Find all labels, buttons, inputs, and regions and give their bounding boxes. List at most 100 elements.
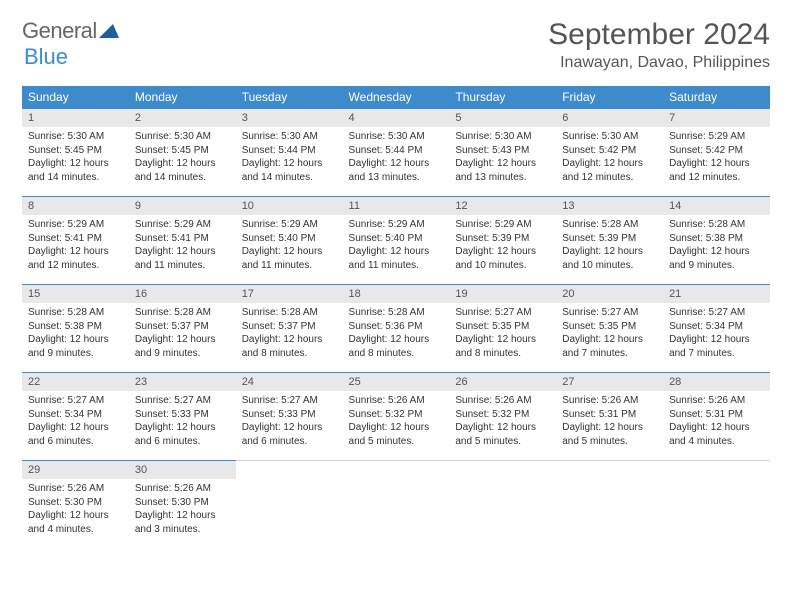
daylight-line2: and 7 minutes. bbox=[562, 347, 657, 361]
daylight-line2: and 13 minutes. bbox=[455, 171, 550, 185]
sunset: Sunset: 5:31 PM bbox=[669, 408, 764, 422]
daylight-line2: and 11 minutes. bbox=[242, 259, 337, 273]
daylight-line2: and 9 minutes. bbox=[669, 259, 764, 273]
content-row: Sunrise: 5:27 AMSunset: 5:34 PMDaylight:… bbox=[22, 391, 770, 461]
location: Inawayan, Davao, Philippines bbox=[548, 54, 770, 72]
sunset: Sunset: 5:32 PM bbox=[455, 408, 550, 422]
day-number: 24 bbox=[236, 373, 343, 392]
empty-cell bbox=[343, 479, 450, 548]
header-tuesday: Tuesday bbox=[236, 86, 343, 109]
day-number: 30 bbox=[129, 461, 236, 480]
sunrise: Sunrise: 5:26 AM bbox=[669, 394, 764, 408]
day-number: 5 bbox=[449, 109, 556, 128]
day-number: 2 bbox=[129, 109, 236, 128]
content-row: Sunrise: 5:29 AMSunset: 5:41 PMDaylight:… bbox=[22, 215, 770, 285]
day-cell: Sunrise: 5:26 AMSunset: 5:31 PMDaylight:… bbox=[556, 391, 663, 461]
sunset: Sunset: 5:35 PM bbox=[455, 320, 550, 334]
sunset: Sunset: 5:39 PM bbox=[562, 232, 657, 246]
header-thursday: Thursday bbox=[449, 86, 556, 109]
day-number: 12 bbox=[449, 197, 556, 216]
day-cell: Sunrise: 5:29 AMSunset: 5:41 PMDaylight:… bbox=[22, 215, 129, 285]
day-cell: Sunrise: 5:30 AMSunset: 5:42 PMDaylight:… bbox=[556, 127, 663, 197]
daylight-line2: and 5 minutes. bbox=[349, 435, 444, 449]
daylight-line2: and 12 minutes. bbox=[562, 171, 657, 185]
empty-cell bbox=[663, 479, 770, 548]
daylight-line1: Daylight: 12 hours bbox=[562, 333, 657, 347]
sunset: Sunset: 5:34 PM bbox=[669, 320, 764, 334]
daynum-row: 891011121314 bbox=[22, 197, 770, 216]
daylight-line1: Daylight: 12 hours bbox=[28, 245, 123, 259]
day-cell: Sunrise: 5:29 AMSunset: 5:41 PMDaylight:… bbox=[129, 215, 236, 285]
daylight-line1: Daylight: 12 hours bbox=[28, 509, 123, 523]
logo: General Blue bbox=[22, 18, 119, 70]
daylight-line1: Daylight: 12 hours bbox=[562, 421, 657, 435]
daylight-line1: Daylight: 12 hours bbox=[455, 245, 550, 259]
day-number: 27 bbox=[556, 373, 663, 392]
daylight-line2: and 3 minutes. bbox=[135, 523, 230, 537]
sunset: Sunset: 5:38 PM bbox=[669, 232, 764, 246]
day-number: 29 bbox=[22, 461, 129, 480]
empty-daynum bbox=[663, 461, 770, 480]
day-cell: Sunrise: 5:29 AMSunset: 5:42 PMDaylight:… bbox=[663, 127, 770, 197]
day-number: 21 bbox=[663, 285, 770, 304]
sunrise: Sunrise: 5:29 AM bbox=[669, 130, 764, 144]
daylight-line1: Daylight: 12 hours bbox=[669, 421, 764, 435]
daylight-line1: Daylight: 12 hours bbox=[28, 421, 123, 435]
sunset: Sunset: 5:41 PM bbox=[135, 232, 230, 246]
day-number: 26 bbox=[449, 373, 556, 392]
sunset: Sunset: 5:44 PM bbox=[349, 144, 444, 158]
sunset: Sunset: 5:33 PM bbox=[135, 408, 230, 422]
header-monday: Monday bbox=[129, 86, 236, 109]
page-title: September 2024 bbox=[548, 18, 770, 52]
daylight-line2: and 6 minutes. bbox=[28, 435, 123, 449]
daynum-row: 2930 bbox=[22, 461, 770, 480]
sunrise: Sunrise: 5:26 AM bbox=[562, 394, 657, 408]
daylight-line1: Daylight: 12 hours bbox=[135, 245, 230, 259]
daylight-line1: Daylight: 12 hours bbox=[349, 333, 444, 347]
daylight-line2: and 4 minutes. bbox=[669, 435, 764, 449]
sunrise: Sunrise: 5:28 AM bbox=[28, 306, 123, 320]
sunrise: Sunrise: 5:28 AM bbox=[562, 218, 657, 232]
daylight-line1: Daylight: 12 hours bbox=[135, 333, 230, 347]
logo-blue: Blue bbox=[24, 44, 68, 69]
daylight-line2: and 8 minutes. bbox=[349, 347, 444, 361]
daylight-line1: Daylight: 12 hours bbox=[455, 421, 550, 435]
content-row: Sunrise: 5:30 AMSunset: 5:45 PM Daylight:… bbox=[22, 127, 770, 197]
sunset: Sunset: 5:32 PM bbox=[349, 408, 444, 422]
header-wednesday: Wednesday bbox=[343, 86, 450, 109]
daylight-line2: and 12 minutes. bbox=[669, 171, 764, 185]
day-number: 28 bbox=[663, 373, 770, 392]
daylight-line1: Daylight: 12 hours bbox=[135, 421, 230, 435]
day-cell: Sunrise: 5:29 AMSunset: 5:40 PMDaylight:… bbox=[343, 215, 450, 285]
content-row: Sunrise: 5:26 AMSunset: 5:30 PMDaylight:… bbox=[22, 479, 770, 548]
sunset: Sunset: 5:40 PM bbox=[242, 232, 337, 246]
daylight-line2: and 5 minutes. bbox=[455, 435, 550, 449]
daylight-line1: Daylight: 12 hours bbox=[669, 245, 764, 259]
day-cell: Sunrise: 5:26 AMSunset: 5:31 PMDaylight:… bbox=[663, 391, 770, 461]
sunrise: Sunrise: 5:26 AM bbox=[28, 482, 123, 496]
day-cell: Sunrise: 5:26 AMSunset: 5:30 PMDaylight:… bbox=[22, 479, 129, 548]
day-number: 3 bbox=[236, 109, 343, 128]
daylight-line1: Daylight: 12 hours bbox=[349, 157, 444, 171]
empty-cell bbox=[449, 479, 556, 548]
sunset: Sunset: 5:45 PM bbox=[135, 144, 230, 158]
daylight-line2: and 5 minutes. bbox=[562, 435, 657, 449]
daylight-line2: and 14 minutes. bbox=[242, 171, 337, 185]
daylight-line2: and 8 minutes. bbox=[455, 347, 550, 361]
day-cell: Sunrise: 5:29 AMSunset: 5:39 PMDaylight:… bbox=[449, 215, 556, 285]
sunset: Sunset: 5:39 PM bbox=[455, 232, 550, 246]
header: General Blue September 2024 Inawayan, Da… bbox=[22, 18, 770, 72]
daylight-line1: Daylight: 12 hours bbox=[562, 245, 657, 259]
day-number: 10 bbox=[236, 197, 343, 216]
sunrise: Sunrise: 5:30 AM bbox=[135, 130, 230, 144]
daynum-row: 22232425262728 bbox=[22, 373, 770, 392]
day-number: 16 bbox=[129, 285, 236, 304]
sunrise: Sunrise: 5:27 AM bbox=[669, 306, 764, 320]
daylight-line2: and 10 minutes. bbox=[562, 259, 657, 273]
day-number: 7 bbox=[663, 109, 770, 128]
daylight-line1: Daylight: 12 hours bbox=[242, 421, 337, 435]
sunrise: Sunrise: 5:29 AM bbox=[135, 218, 230, 232]
daylight-line2: and 9 minutes. bbox=[135, 347, 230, 361]
day-cell: Sunrise: 5:30 AMSunset: 5:45 PMDaylight:… bbox=[22, 127, 129, 197]
daylight-line2: and 11 minutes. bbox=[349, 259, 444, 273]
